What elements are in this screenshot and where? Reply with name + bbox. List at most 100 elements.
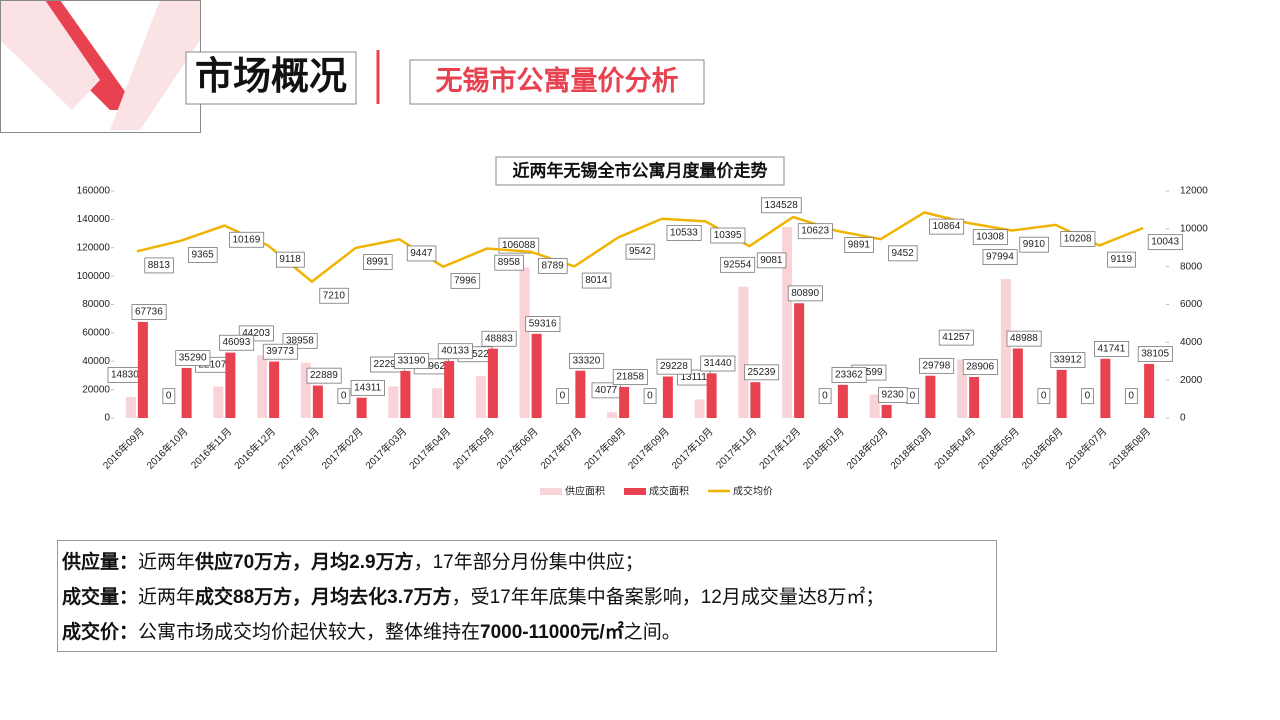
data-label-box: [569, 352, 605, 369]
data-label-box: [666, 224, 702, 241]
data-label: 4077: [595, 385, 618, 396]
data-label: 10623: [801, 226, 829, 237]
data-label: 35290: [179, 353, 207, 364]
bar: [475, 376, 486, 418]
y-tick-label: 160000: [77, 186, 111, 197]
data-label: 14830: [111, 370, 139, 381]
x-tick-label: 2017年05月: [450, 425, 497, 472]
summary-line: 供应量：近两年供应70万方，月均2.9万方，17年部分月份集中供应；: [62, 545, 996, 580]
data-label-box: [710, 227, 746, 244]
x-tick-label: 2018年08月: [1106, 425, 1153, 472]
bar: [794, 303, 805, 418]
data-label-box: [350, 379, 385, 396]
subtitle-box: [409, 59, 705, 105]
data-label-box: [162, 388, 176, 405]
data-label-box: [761, 197, 802, 214]
data-label: 48883: [485, 333, 513, 344]
data-label-box: [1124, 388, 1138, 405]
bar: [738, 286, 749, 418]
x-tick-label: 2018年07月: [1062, 425, 1109, 472]
data-label: 10308: [976, 232, 1004, 243]
summary: 供应量：近两年供应70万方，月均2.9万方，17年部分月份集中供应； 成交量：近两…: [57, 540, 997, 652]
bar: [1056, 369, 1067, 418]
bar: [837, 384, 848, 418]
data-label-box: [131, 304, 167, 320]
data-label-box: [797, 223, 833, 240]
data-label: 31440: [704, 358, 732, 369]
data-label: 10169: [232, 234, 260, 245]
data-label: 0: [910, 391, 916, 402]
data-label-box: [831, 367, 867, 383]
price-line: [136, 211, 1144, 284]
data-label-box: [262, 343, 298, 360]
bar: [225, 352, 236, 418]
summary-text: 近两年: [138, 552, 196, 573]
summary-text: 成交量：: [62, 587, 139, 608]
data-label: 14311: [354, 382, 382, 393]
y2-tick-label: 4000: [1180, 337, 1203, 348]
data-label: 9542: [629, 246, 652, 257]
y2-tick-label: 10000: [1180, 223, 1208, 234]
bar: [969, 376, 980, 418]
summary-text: 成交88万方，月均去化3.7万方: [195, 587, 452, 608]
data-label-box: [437, 343, 473, 360]
data-label-box: [844, 237, 874, 253]
data-label-box: [337, 388, 351, 405]
bar: [312, 385, 323, 418]
x-tick-label: 2018年01月: [800, 425, 847, 472]
data-label-box: [363, 254, 393, 270]
summary-text: 近两年: [138, 587, 196, 608]
data-label: 8789: [542, 260, 565, 271]
data-label: 10208: [1064, 234, 1092, 245]
bar: [607, 412, 618, 418]
data-label-box: [612, 369, 648, 386]
data-label: 0: [1128, 391, 1134, 402]
y2-tick-label: 8000: [1180, 261, 1203, 272]
data-label: 33190: [397, 356, 425, 367]
data-label: 22889: [310, 370, 338, 381]
bar: [269, 361, 280, 418]
data-label: 67736: [135, 307, 163, 318]
summary-line: 成交价：公寓市场成交均价起伏较大，整体维持在7000-11000元/㎡之间。: [62, 615, 996, 650]
data-label: 92554: [723, 259, 751, 270]
x-tick-label: 2017年03月: [362, 425, 409, 472]
data-label-box: [219, 334, 255, 351]
bar: [869, 394, 880, 418]
data-label-box: [1081, 388, 1094, 405]
x-tick-label: 2017年10月: [669, 425, 716, 472]
data-label: 25239: [747, 367, 775, 378]
data-label: 29228: [660, 361, 688, 372]
bar: [300, 362, 311, 418]
data-label: 0: [341, 391, 347, 402]
x-tick-label: 2017年12月: [756, 425, 803, 472]
data-label-box: [556, 388, 569, 405]
data-label-box: [1006, 330, 1042, 347]
data-label: 9447: [410, 248, 433, 259]
data-label-box: [972, 229, 1008, 246]
bar: [1100, 358, 1111, 418]
data-label-box: [1060, 231, 1096, 247]
page-title: 市场概况: [195, 56, 347, 98]
legend-label: 成交面积: [649, 485, 689, 498]
summary-text: 成交价：: [62, 622, 139, 643]
data-label-box: [275, 251, 305, 268]
summary-text: ，17年部分月份集中供应；: [413, 552, 644, 573]
data-label: 33912: [1054, 355, 1082, 366]
data-label-box: [938, 329, 974, 346]
data-label: 20962: [417, 361, 445, 372]
data-label-box: [1147, 234, 1183, 251]
data-label-box: [756, 252, 787, 269]
data-label: 97994: [986, 252, 1014, 263]
data-label-box: [394, 353, 430, 369]
data-label: 10043: [1151, 237, 1179, 248]
data-label: 80890: [791, 288, 819, 299]
data-label-box: [306, 367, 342, 384]
bar: [575, 370, 586, 418]
bar: [487, 348, 498, 418]
data-label-box: [1107, 251, 1136, 268]
y2-tick-label: 2000: [1180, 375, 1203, 386]
legend-label: 成交均价: [733, 485, 773, 498]
bar: [444, 361, 455, 418]
bar: [213, 386, 224, 418]
